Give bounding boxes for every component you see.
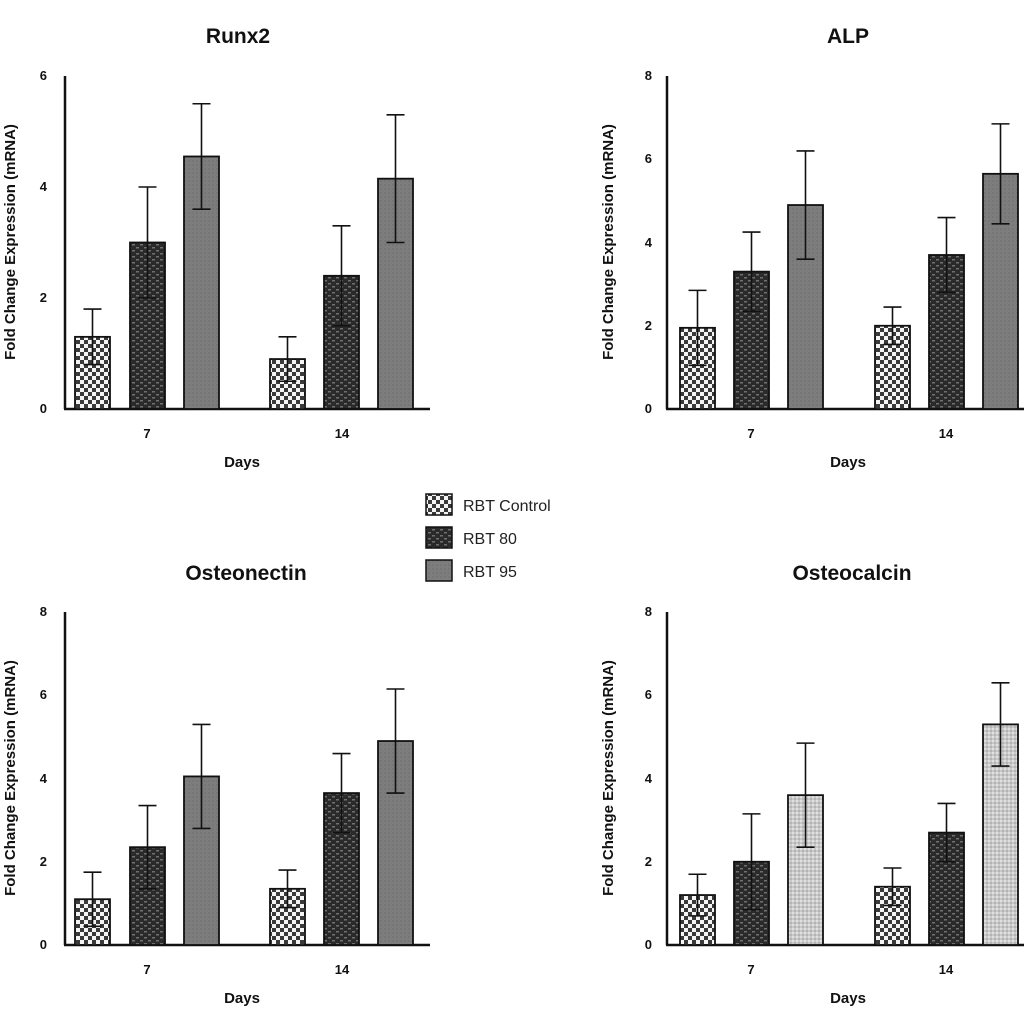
y-tick-label: 2 [40,290,47,305]
x-axis-label: Days [224,454,260,471]
y-tick-label: 0 [645,401,652,416]
error-bar [742,231,761,312]
error-bar [386,114,405,244]
error-bar [192,723,211,830]
y-tick-label: 8 [40,604,47,619]
chart-runx2: Runx2 Fold Change Expression (mRNA) Days… [2,25,430,471]
x-tick-label: 14 [335,426,350,441]
x-axis-label: Days [224,990,260,1007]
legend-swatch-rbt-80 [425,526,453,549]
y-tick-label: 6 [40,68,47,83]
y-axis-label: Fold Change Expression (mRNA) [600,660,617,896]
chart-alp: ALP Fold Change Expression (mRNA) Days 0… [600,25,1024,471]
bar-group [679,123,1019,410]
x-tick-label: 7 [143,962,150,977]
y-tick-label: 2 [645,854,652,869]
x-tick-label: 7 [143,426,150,441]
bar-group [74,688,414,946]
y-tick-label: 4 [40,179,48,194]
y-tick-label: 4 [645,235,653,250]
error-bar [386,688,405,794]
x-axis-label: Days [830,454,866,471]
chart-title: Osteocalcin [792,562,911,585]
y-tick-label: 4 [645,771,653,786]
legend-label: RBT 95 [463,564,517,581]
x-tick-label: 7 [747,962,754,977]
y-tick-label: 0 [40,401,47,416]
chart-title: ALP [827,25,869,48]
error-bar [688,289,707,367]
error-bar [332,225,351,327]
error-bar [278,336,297,383]
x-axis-label: Days [830,990,866,1007]
bar [183,775,220,946]
y-tick-label: 0 [40,937,47,952]
y-tick-label: 0 [645,937,652,952]
chart-title: Osteonectin [185,562,306,585]
error-bar [138,186,157,299]
chart-osteocalcin: Osteocalcin Fold Change Expression (mRNA… [600,562,1024,1007]
error-bar [883,867,902,907]
error-bar [991,123,1010,225]
y-axis-label: Fold Change Expression (mRNA) [2,660,19,896]
chart-osteonectin: Osteonectin Fold Change Expression (mRNA… [2,562,430,1007]
y-axis-label: Fold Change Expression (mRNA) [600,124,617,360]
error-bar [796,150,815,260]
y-tick-label: 6 [645,151,652,166]
legend-swatch-rbt-95 [425,559,453,582]
bar [129,241,166,410]
x-tick-label: 14 [939,962,954,977]
error-bar [742,813,761,911]
x-tick-label: 14 [939,426,954,441]
error-bar [83,871,102,928]
error-bar [937,216,956,294]
bar-group [679,681,1019,946]
error-bar [883,306,902,346]
y-axis-label: Fold Change Expression (mRNA) [2,124,19,360]
error-bar [332,752,351,834]
x-tick-label: 14 [335,962,350,977]
error-bar [278,869,297,909]
y-tick-label: 2 [40,854,47,869]
error-bar [138,804,157,890]
y-tick-label: 6 [645,687,652,702]
error-bar [796,742,815,848]
legend-label: RBT Control [463,498,551,515]
error-bar [192,102,211,210]
y-tick-label: 8 [645,68,652,83]
y-tick-label: 8 [645,604,652,619]
error-bar [83,308,102,366]
legend: RBT Control RBT 80 RBT 95 [425,493,551,582]
chart-title: Runx2 [206,25,270,48]
y-tick-label: 4 [40,771,48,786]
error-bar [688,873,707,917]
legend-label: RBT 80 [463,531,517,548]
error-bar [991,681,1010,767]
x-tick-label: 7 [747,426,754,441]
error-bar [937,802,956,863]
y-tick-label: 2 [645,318,652,333]
bar-group [74,102,414,410]
legend-swatch-rbt-control [425,493,453,516]
y-tick-label: 6 [40,687,47,702]
